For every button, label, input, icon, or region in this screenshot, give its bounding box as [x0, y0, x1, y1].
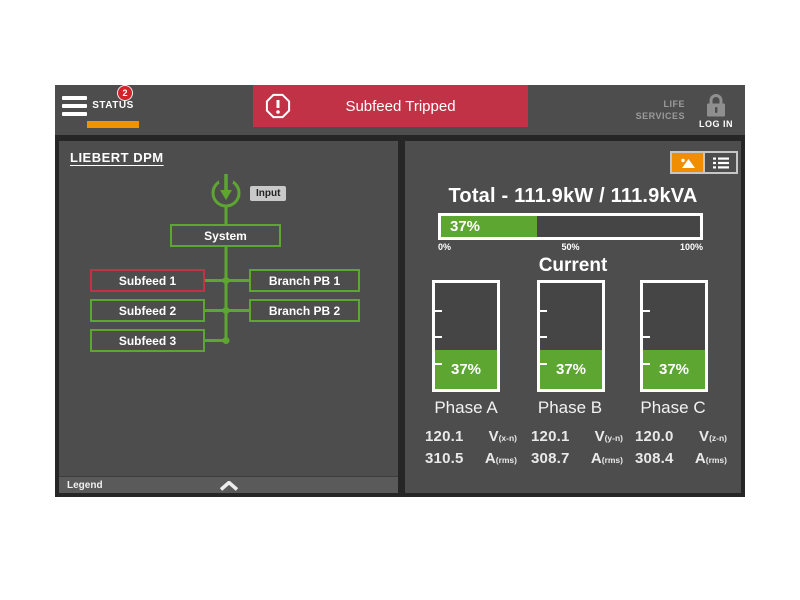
bar-tick: [540, 309, 547, 312]
node-subfeed-3[interactable]: Subfeed 3: [90, 329, 205, 352]
phase-b-label: Phase B: [537, 398, 603, 417]
total-load-bar-fill: 37%: [441, 216, 537, 237]
phase-a-current: 310.5 A(rms): [425, 450, 517, 467]
node-subfeed-1[interactable]: Subfeed 1: [90, 269, 205, 292]
phase-a-bar-fill: 37%: [435, 349, 497, 389]
status-tab-label: STATUS: [92, 100, 134, 111]
alarm-banner[interactable]: Subfeed Tripped: [253, 85, 528, 127]
diagram-connector-lines: [205, 174, 249, 344]
phase-b-percent: 37%: [555, 360, 587, 378]
phase-b-bar: 37%: [537, 280, 605, 392]
life-services-button[interactable]: LIFE SERVICES: [636, 98, 685, 122]
phase-a-label: Phase A: [434, 398, 498, 417]
bar-tick: [435, 336, 442, 338]
bar-tick: [643, 336, 650, 338]
phase-c-voltage-value: 120.0: [635, 428, 674, 445]
content-area: LIEBERT DPM: [55, 135, 745, 497]
status-alarm-badge: 2: [117, 85, 133, 101]
hamburger-bar: [62, 104, 87, 108]
phase-a-current-value: 310.5: [425, 450, 464, 467]
alarm-banner-text: Subfeed Tripped: [345, 97, 456, 115]
liebert-dpm-app: STATUS 2 Subfeed Tripped LIFE SERVICES: [55, 85, 745, 497]
power-input-icon: [211, 174, 241, 208]
hamburger-bar: [62, 112, 87, 116]
graphic-view-icon: [680, 158, 695, 168]
alert-octagon-icon: [265, 93, 291, 119]
phase-a-voltage-unit: V(x-n): [488, 428, 517, 445]
list-view-icon: [712, 157, 729, 168]
lock-icon: [707, 94, 725, 117]
hamburger-bar: [62, 96, 87, 100]
view-toggle: [670, 151, 738, 174]
node-system-label: System: [204, 228, 247, 243]
graphic-view-button[interactable]: [672, 153, 703, 172]
life-services-line1: LIFE: [663, 98, 685, 109]
phase-c-bar-fill: 37%: [643, 349, 705, 389]
list-view-button[interactable]: [705, 153, 736, 172]
total-load-percent: 37%: [450, 218, 481, 235]
phase-a-bar: 37%: [432, 280, 500, 392]
node-branch-pb-2[interactable]: Branch PB 2: [249, 299, 360, 322]
phase-c-percent: 37%: [658, 360, 690, 378]
phase-c-label: Phase C: [640, 398, 706, 417]
bar-tick: [540, 336, 547, 338]
device-title: LIEBERT DPM: [70, 150, 164, 165]
phase-c-voltage-unit: V(z-n): [699, 428, 727, 445]
input-label: Input: [250, 186, 287, 201]
phase-c-current: 308.4 A(rms): [635, 450, 727, 467]
phase-a-percent: 37%: [450, 360, 482, 378]
phase-c-current-unit: A(rms): [694, 450, 727, 467]
node-subfeed-1-label: Subfeed 1: [118, 273, 177, 288]
scale-0: 0%: [438, 242, 452, 252]
phase-c-voltage: 120.0 V(z-n): [635, 428, 727, 445]
top-bar: STATUS 2 Subfeed Tripped LIFE SERVICES: [55, 85, 745, 135]
node-subfeed-2-label: Subfeed 2: [118, 303, 177, 318]
phase-a-voltage: 120.1 V(x-n): [425, 428, 517, 445]
bar-tick: [435, 309, 442, 312]
top-bar-right: LIFE SERVICES LOG IN: [636, 85, 733, 135]
phase-b-current-unit: A(rms): [590, 450, 623, 467]
phase-b-current-value: 308.7: [531, 450, 570, 467]
scale-100: 100%: [679, 242, 703, 252]
chevron-up-icon: [219, 481, 238, 491]
phase-a-current-unit: A(rms): [484, 450, 517, 467]
login-button[interactable]: LOG IN: [699, 91, 733, 129]
bar-tick: [643, 362, 650, 365]
current-section-title: Current: [538, 255, 608, 276]
legend-expander[interactable]: Legend: [59, 476, 398, 493]
hamburger-menu-icon[interactable]: [62, 96, 88, 116]
phase-b-voltage: 120.1 V(y-n): [531, 428, 623, 445]
phase-b-voltage-value: 120.1: [531, 428, 570, 445]
bar-tick: [643, 309, 650, 312]
total-load-title: Total - 111.9kW / 111.9kVA: [448, 185, 698, 207]
life-services-line2: SERVICES: [635, 111, 685, 121]
phase-b-current: 308.7 A(rms): [531, 450, 623, 467]
total-load-bar: 37%: [438, 213, 703, 240]
phase-b-voltage-unit: V(y-n): [594, 428, 623, 445]
tab-status[interactable]: STATUS 2: [87, 85, 139, 135]
bar-tick: [435, 362, 442, 365]
metering-panel: Total - 111.9kW / 111.9kVA 37% 0% 50% 10…: [405, 141, 741, 493]
node-subfeed-2[interactable]: Subfeed 2: [90, 299, 205, 322]
node-system[interactable]: System: [170, 224, 281, 247]
phase-c-bar: 37%: [640, 280, 708, 392]
login-label: LOG IN: [699, 119, 733, 129]
legend-label: Legend: [67, 480, 103, 491]
load-bar-scale: 0% 50% 100%: [438, 242, 703, 252]
one-line-diagram-panel: LIEBERT DPM: [59, 141, 398, 493]
scale-50: 50%: [561, 242, 580, 252]
phase-a-voltage-value: 120.1: [425, 428, 464, 445]
node-subfeed-3-label: Subfeed 3: [118, 333, 177, 348]
phase-b-bar-fill: 37%: [540, 349, 602, 389]
node-branch-pb-1-label: Branch PB 1: [268, 273, 341, 288]
active-tab-indicator: [87, 121, 139, 128]
node-branch-pb-2-label: Branch PB 2: [268, 303, 341, 318]
node-branch-pb-1[interactable]: Branch PB 1: [249, 269, 360, 292]
bar-tick: [540, 362, 547, 365]
phase-c-current-value: 308.4: [635, 450, 674, 467]
